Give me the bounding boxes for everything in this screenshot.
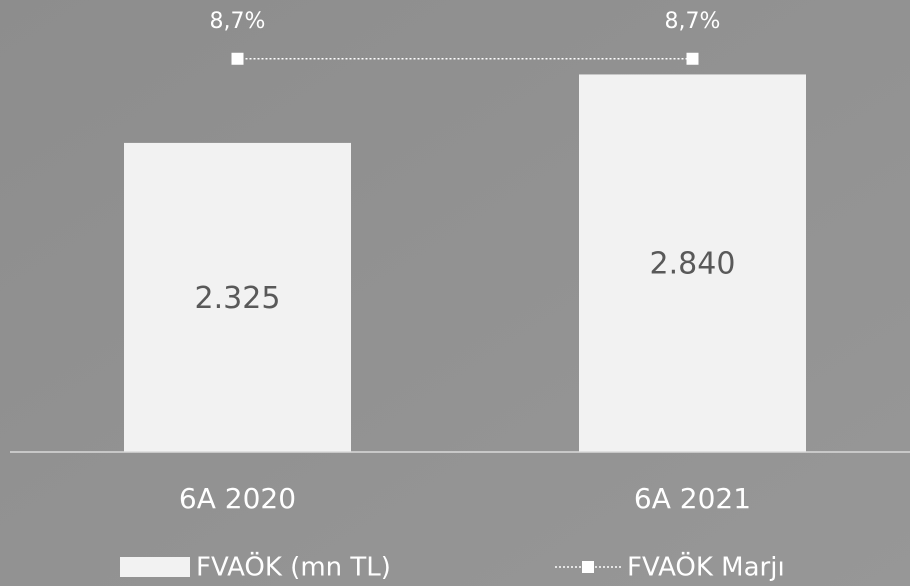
bar [579, 74, 806, 453]
x-tick-label: 6A 2020 [179, 482, 296, 515]
legend-label: FVAÖK Marjı [627, 551, 785, 583]
bar-value-label: 2.325 [195, 281, 281, 316]
legend-label: FVAÖK (mn TL) [196, 551, 391, 583]
margin-marker [231, 52, 244, 65]
bar [124, 142, 351, 453]
margin-marker [686, 52, 699, 65]
margin-value-label: 8,7% [210, 9, 266, 34]
margin-value-label: 8,7% [665, 9, 721, 34]
legend-swatch [120, 557, 190, 577]
x-tick-label: 6A 2021 [634, 482, 751, 515]
legend-marker [582, 561, 594, 573]
bar-value-label: 2.840 [650, 247, 736, 282]
